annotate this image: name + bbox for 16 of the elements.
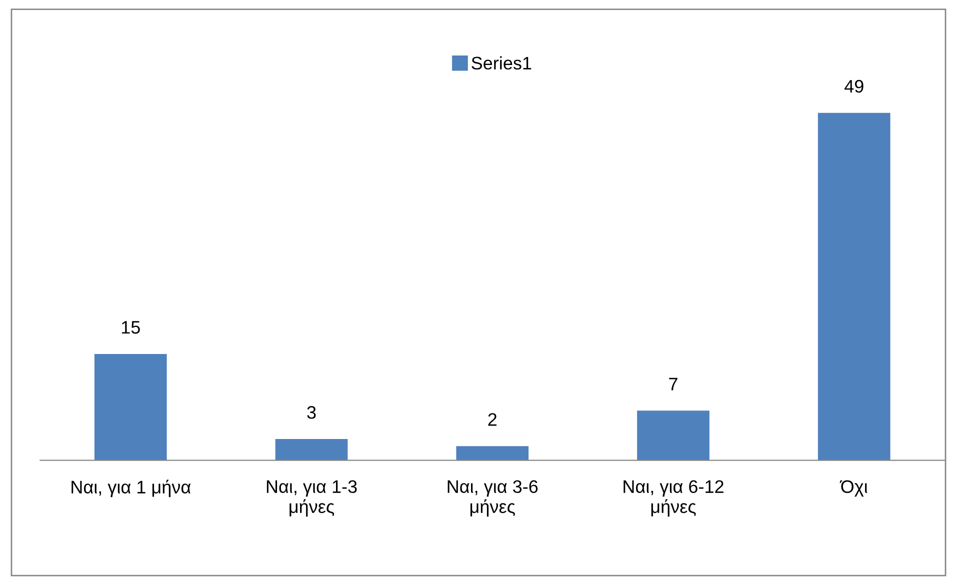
bar <box>275 439 348 460</box>
data-label: 2 <box>488 413 496 426</box>
x-tick-label: Ναι, για 1-3 μήνες <box>266 480 357 517</box>
bar <box>94 354 167 460</box>
legend-label: Series1 <box>472 56 532 70</box>
data-label: 49 <box>844 80 864 93</box>
data-label: 15 <box>122 321 140 334</box>
data-label: 7 <box>669 378 678 390</box>
x-tick-label: Ναι, για 1 μήνα <box>72 480 191 498</box>
bar <box>818 112 890 460</box>
bar <box>456 446 529 460</box>
bar <box>637 410 710 460</box>
x-tick-label: Όχι <box>840 480 868 497</box>
data-label: 3 <box>307 406 316 419</box>
x-tick-label: Ναι, για 6-12 μήνες <box>624 480 724 517</box>
x-tick-label: Ναι, για 3-6 μήνες <box>448 480 538 517</box>
